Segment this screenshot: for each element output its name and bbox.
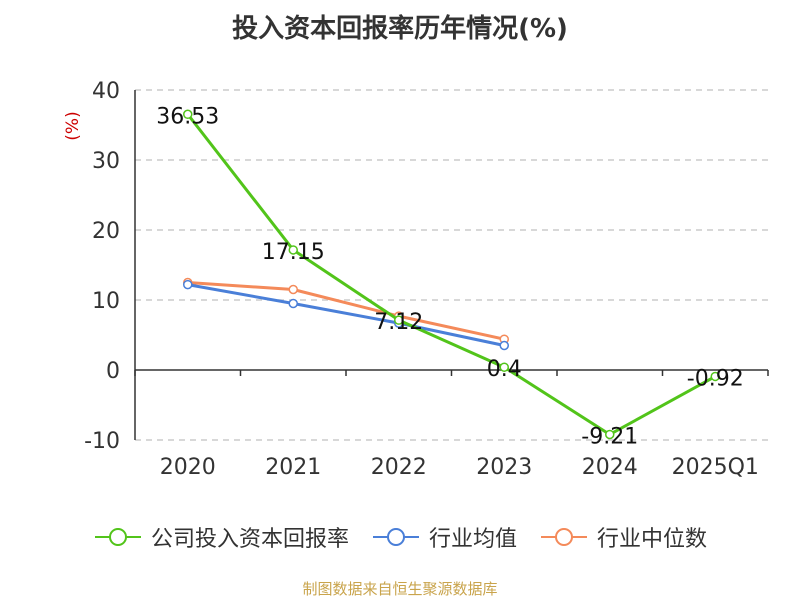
data-point xyxy=(183,279,193,290)
data-label: 0.4 xyxy=(487,357,522,382)
data-point xyxy=(499,362,509,372)
x-tick-label: 2024 xyxy=(582,455,638,480)
line-chart: 40 30 20 10 0 -10 2020 2021 2022 2023 2024 2025Q1 (%… xyxy=(63,79,769,480)
data-point xyxy=(183,109,193,120)
legend-line-marker-icon xyxy=(372,528,419,546)
legend-line-marker-icon xyxy=(541,528,587,546)
x-tick-label: 2025Q1 xyxy=(672,455,759,480)
y-tick-label: 0 xyxy=(106,359,120,384)
data-point xyxy=(710,371,720,382)
y-tick-label: 10 xyxy=(92,289,120,314)
data-point xyxy=(288,298,298,309)
legend-item-industry-mean[interactable]: 行业均值 xyxy=(371,521,517,553)
x-tick-label: 2023 xyxy=(476,455,532,480)
legend-label: 行业中位数 xyxy=(597,527,708,552)
data-point xyxy=(288,284,298,295)
x-tick-label: 2020 xyxy=(160,455,216,480)
legend-label: 公司投入资本回报率 xyxy=(150,527,349,552)
data-label: -9.21 xyxy=(581,424,638,449)
data-label: 36.53 xyxy=(156,104,219,129)
legend-item-company[interactable]: 公司投入资本回报率 xyxy=(93,521,349,553)
data-point xyxy=(394,315,404,325)
y-tick-label: 30 xyxy=(92,149,120,174)
y-tick-label: 40 xyxy=(92,79,120,104)
chart-legend: 公司投入资本回报率 行业均值 行业中位数 xyxy=(0,520,800,554)
data-label: 17.15 xyxy=(262,240,325,265)
series-line xyxy=(187,283,505,347)
series-line xyxy=(186,113,716,436)
data-point xyxy=(288,245,298,255)
series-line xyxy=(187,281,505,341)
y-tick-label: 20 xyxy=(92,219,120,244)
legend-item-industry-median[interactable]: 行业中位数 xyxy=(539,521,707,553)
chart-title: 投入资本回报率历年情况(%) xyxy=(232,14,568,44)
data-source-note: 制图数据来自恒生聚源数据库 xyxy=(302,580,498,598)
x-tick-label: 2022 xyxy=(371,455,427,480)
data-label: 7.12 xyxy=(374,310,423,335)
y-axis-label: (%) xyxy=(63,111,83,140)
legend-label: 行业均值 xyxy=(428,527,517,552)
x-tick-label: 2021 xyxy=(265,455,321,480)
legend-line-marker-icon xyxy=(94,528,141,546)
data-point xyxy=(499,340,509,351)
data-label: -0.92 xyxy=(687,366,744,391)
y-tick-label: -10 xyxy=(84,429,120,454)
data-point xyxy=(605,429,615,440)
